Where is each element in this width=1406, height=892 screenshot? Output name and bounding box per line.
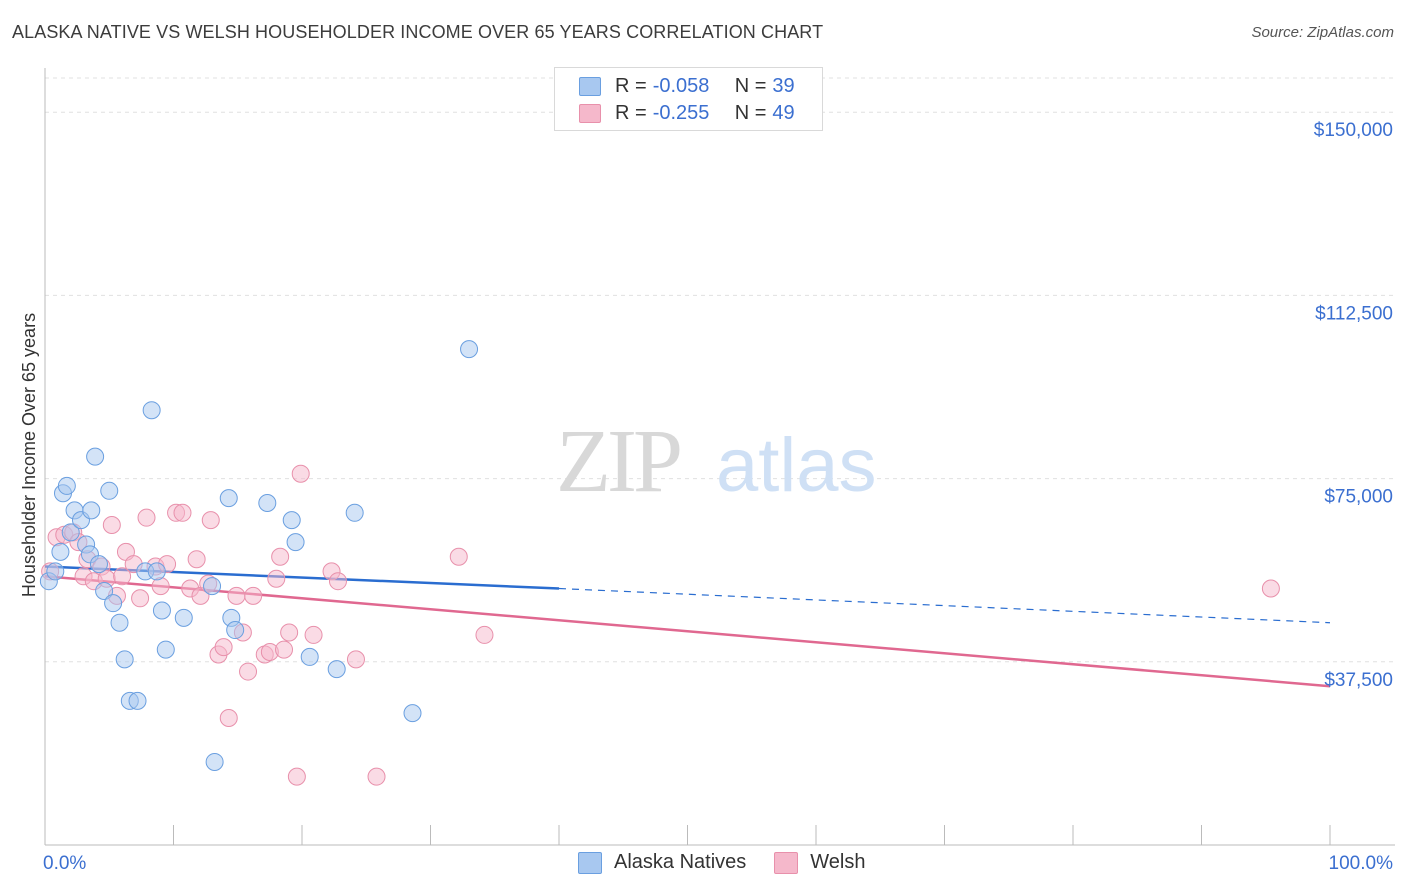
data-point — [131, 589, 150, 608]
data-point — [275, 640, 294, 659]
data-point — [205, 752, 224, 771]
data-point — [219, 708, 238, 727]
data-point — [328, 572, 347, 591]
data-point — [267, 569, 286, 588]
legend-label-alaska: Alaska Natives — [614, 851, 747, 873]
data-point — [115, 650, 134, 669]
data-point — [174, 608, 193, 627]
data-point — [244, 586, 263, 605]
data-point — [203, 577, 222, 596]
legend-label-welsh: Welsh — [810, 851, 866, 873]
data-point — [367, 767, 386, 786]
series-legend: Alaska Natives Welsh — [578, 851, 894, 874]
data-point — [187, 550, 206, 569]
data-point — [100, 481, 119, 500]
data-point — [61, 523, 80, 542]
data-point — [82, 501, 101, 520]
legend-swatch-alaska — [579, 76, 601, 96]
stats-legend: R = -0.058 N = 39 R = -0.255 N = 49 — [554, 67, 823, 131]
data-point — [86, 447, 105, 466]
watermark: ZIP atlas — [556, 412, 877, 511]
data-point — [449, 547, 468, 566]
x-tick-label: 100.0% — [1329, 853, 1394, 874]
legend-swatch-welsh — [579, 103, 601, 123]
legend-row-welsh: R = -0.255 N = 49 — [579, 100, 795, 126]
data-point — [327, 660, 346, 679]
axes — [44, 68, 1395, 846]
data-point — [147, 562, 166, 581]
source-label: Source: ZipAtlas.com — [1251, 24, 1394, 41]
legend-r-value: -0.255 — [652, 101, 710, 124]
legend-n-value: 39 — [772, 74, 795, 97]
data-point — [1261, 579, 1280, 598]
data-point — [286, 533, 305, 552]
data-point — [152, 601, 171, 620]
data-point — [113, 567, 132, 586]
legend-swatch-alaska — [578, 851, 602, 874]
y-tick-label: $75,000 — [1324, 487, 1393, 508]
data-point — [403, 704, 422, 723]
data-point — [214, 638, 233, 657]
data-point — [346, 650, 365, 669]
data-point — [460, 340, 479, 359]
data-point — [219, 489, 238, 508]
y-tick-label: $150,000 — [1314, 120, 1393, 141]
data-point — [51, 542, 70, 561]
data-point — [173, 503, 192, 522]
data-point — [475, 625, 494, 644]
legend-row-alaska: R = -0.058 N = 39 — [579, 73, 795, 99]
data-point — [287, 767, 306, 786]
legend-swatch-welsh — [774, 851, 799, 874]
watermark-atlas: atlas — [716, 423, 877, 508]
data-point — [95, 581, 114, 600]
data-point — [226, 621, 245, 640]
data-point — [227, 586, 246, 605]
data-point — [280, 623, 299, 642]
y-tick-label: $112,500 — [1315, 303, 1393, 324]
data-point — [142, 401, 161, 420]
legend-n-label: N = — [734, 101, 767, 124]
x-tick-label: 0.0% — [43, 853, 86, 874]
legend-r-value: -0.058 — [652, 74, 710, 97]
data-point — [271, 547, 290, 566]
data-point — [46, 562, 65, 581]
data-points — [39, 340, 1280, 786]
data-point — [57, 476, 76, 495]
legend-n-value: 49 — [772, 101, 795, 124]
axis-labels: $37,500 $75,000 $112,500 $150,000 0.0% 100.0%… — [19, 120, 1393, 874]
data-point — [137, 508, 156, 527]
y-tick-label: $37,500 — [1324, 670, 1393, 691]
data-point — [239, 662, 258, 681]
y-axis-label: Householder Income Over 65 years — [19, 313, 39, 597]
data-point — [304, 625, 323, 644]
watermark-zip: ZIP — [556, 412, 680, 511]
data-point — [104, 594, 123, 613]
legend-item-welsh[interactable]: Welsh — [774, 851, 866, 874]
legend-r-label: R = — [615, 101, 647, 124]
data-point — [201, 511, 220, 530]
trend-line-extrapolated — [558, 587, 1331, 624]
data-point — [345, 503, 364, 522]
legend-r-label: R = — [615, 74, 647, 97]
data-point — [128, 691, 147, 710]
data-point — [282, 511, 301, 530]
legend-n-label: N = — [734, 74, 767, 97]
data-point — [291, 464, 310, 483]
legend-item-alaska-natives[interactable]: Alaska Natives — [578, 851, 746, 874]
data-point — [300, 647, 319, 666]
data-point — [102, 516, 121, 535]
data-point — [89, 555, 108, 574]
data-point — [156, 640, 175, 659]
chart-title: ALASKA NATIVE VS WELSH HOUSEHOLDER INCOM… — [12, 22, 824, 42]
data-point — [110, 613, 129, 632]
data-point — [258, 494, 277, 513]
